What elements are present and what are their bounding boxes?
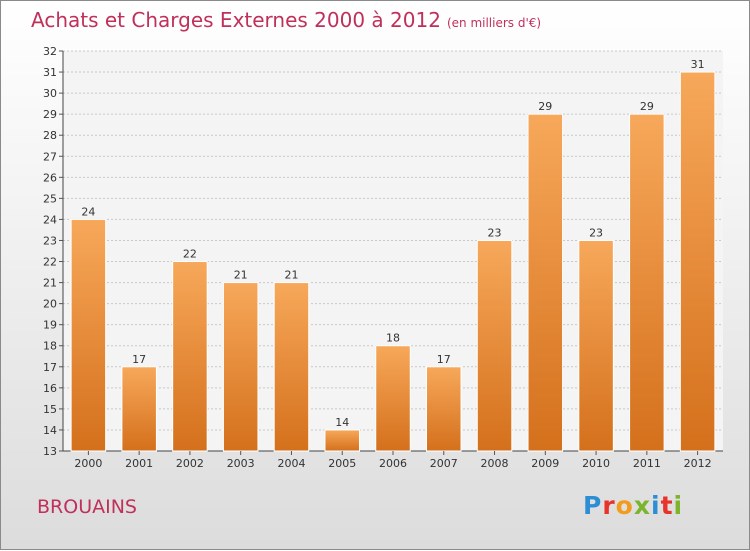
bar-2006: [375, 345, 411, 452]
bar-2010: [578, 239, 614, 452]
proxiti-logo: Proxiti: [583, 491, 683, 520]
logo-letter: o: [615, 491, 634, 520]
data-label-2009: 29: [538, 100, 552, 113]
bar-2011: [629, 113, 665, 452]
y-tick-label: 28: [43, 129, 57, 142]
bar-2000: [70, 218, 107, 452]
x-tick-label-2004: 2004: [277, 457, 305, 470]
x-tick-label-2001: 2001: [125, 457, 153, 470]
bar-2004: [273, 282, 310, 452]
y-tick-label: 20: [43, 298, 57, 311]
y-tick-label: 29: [43, 108, 57, 121]
bar-2005: [324, 429, 360, 452]
y-tick-label: 19: [43, 319, 57, 332]
x-tick-label-2002: 2002: [176, 457, 204, 470]
y-tick-label: 31: [43, 66, 57, 79]
y-tick-label: 32: [43, 45, 57, 58]
y-tick-label: 13: [43, 445, 57, 458]
data-label-2001: 17: [132, 353, 146, 366]
data-label-2006: 18: [386, 332, 400, 345]
bar-2003: [222, 282, 259, 452]
logo-letter: x: [633, 491, 651, 520]
bar-2009: [527, 113, 564, 452]
y-tick-label: 15: [43, 403, 57, 416]
data-label-2007: 17: [437, 353, 451, 366]
logo-letter: t: [660, 491, 674, 520]
logo-letter: P: [583, 491, 603, 520]
commune-name: BROUAINS: [37, 496, 137, 518]
y-tick-label: 16: [43, 382, 57, 395]
chart-subtitle: (en milliers d'€): [446, 16, 542, 30]
y-tick-label: 21: [43, 277, 57, 290]
data-label-2008: 23: [488, 226, 502, 239]
y-tick-label: 27: [43, 150, 57, 163]
bar-2008: [476, 239, 513, 452]
logo-letter: i: [673, 491, 684, 520]
x-tick-label-2006: 2006: [379, 457, 407, 470]
x-tick-label-2008: 2008: [481, 457, 509, 470]
data-label-2002: 22: [183, 248, 197, 261]
x-tick-label-2009: 2009: [531, 457, 559, 470]
data-label-2004: 21: [284, 269, 298, 282]
data-label-2011: 29: [640, 100, 654, 113]
data-label-2000: 24: [81, 205, 95, 218]
y-tick-label: 30: [43, 87, 57, 100]
y-tick-label: 26: [43, 171, 57, 184]
x-tick-label-2012: 2012: [684, 457, 712, 470]
y-tick-label: 18: [43, 340, 57, 353]
data-label-2005: 14: [335, 416, 349, 429]
y-tick-label: 22: [43, 256, 57, 269]
logo-letter: i: [651, 491, 661, 520]
data-label-2010: 23: [589, 226, 603, 239]
x-tick-label-2005: 2005: [328, 457, 356, 470]
bar-2001: [121, 366, 157, 452]
logo-letter: r: [602, 491, 616, 520]
x-tick-label-2011: 2011: [633, 457, 661, 470]
y-tick-label: 25: [43, 192, 57, 205]
bar-2002: [172, 261, 208, 452]
chart-title-text: Achats et Charges Externes 2000 à 2012: [31, 8, 441, 32]
bar-2007: [426, 366, 462, 452]
data-label-2012: 31: [691, 58, 705, 71]
x-tick-label-2000: 2000: [74, 457, 102, 470]
x-tick-label-2010: 2010: [582, 457, 610, 470]
data-label-2003: 21: [234, 269, 248, 282]
x-tick-label-2003: 2003: [227, 457, 255, 470]
x-tick-label-2007: 2007: [430, 457, 458, 470]
bar-2012: [679, 71, 716, 452]
chart-title: Achats et Charges Externes 2000 à 2012 (e…: [31, 8, 541, 32]
y-tick-label: 24: [43, 213, 57, 226]
y-tick-label: 17: [43, 361, 57, 374]
y-tick-label: 23: [43, 234, 57, 247]
y-tick-label: 14: [43, 424, 57, 437]
